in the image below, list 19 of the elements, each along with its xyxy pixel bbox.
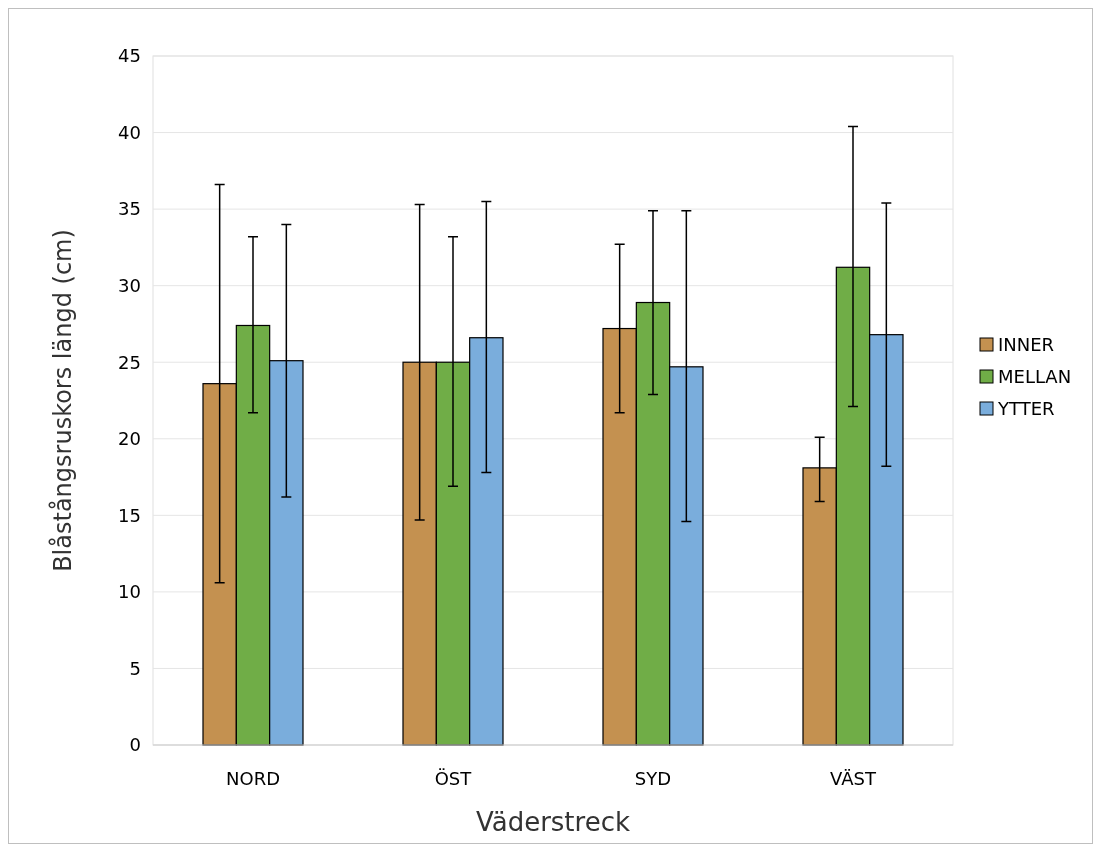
y-tick-label: 15 [118, 504, 141, 526]
y-tick-label: 0 [129, 734, 141, 756]
y-axis-title: Blåstångsruskors längd (cm) [48, 229, 77, 572]
y-tick-label: 5 [129, 657, 141, 679]
y-tick-label: 35 [118, 198, 141, 220]
x-tick-label: SYD [634, 768, 672, 789]
y-tick-label: 20 [118, 428, 141, 450]
x-tick-label: NORD [226, 768, 280, 789]
x-axis-title: Väderstreck [475, 807, 631, 837]
y-tick-label: 25 [118, 351, 141, 373]
y-tick-label: 30 [118, 274, 141, 296]
legend-label: MELLAN [998, 366, 1072, 388]
y-tick-label: 40 [118, 121, 141, 143]
x-tick-label: VÄST [830, 768, 877, 789]
y-tick-label: 10 [118, 581, 141, 603]
legend-label: YTTER [997, 398, 1055, 420]
x-tick-label: ÖST [434, 768, 473, 789]
y-tick-label: 45 [118, 45, 141, 67]
legend-label: INNER [998, 334, 1055, 356]
